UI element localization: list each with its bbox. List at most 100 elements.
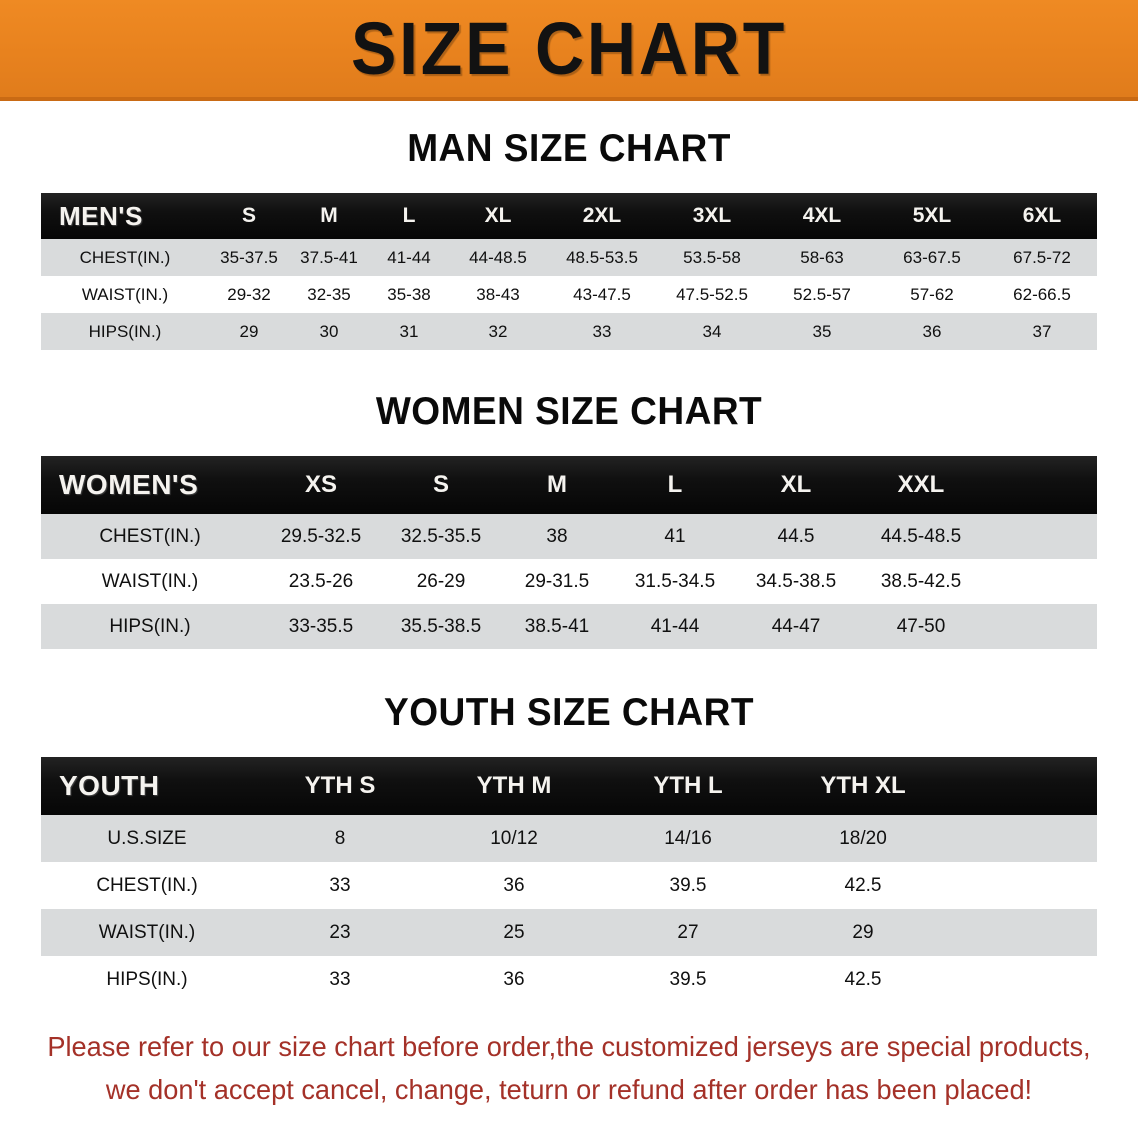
table-row: WAIST(IN.) 23.5-26 26-29 29-31.5 31.5-34…	[41, 559, 1097, 604]
table-cell: 41-44	[615, 604, 735, 649]
table-cell: 38-43	[449, 276, 547, 313]
man-col-header-s: S	[209, 193, 289, 239]
table-cell: 25	[427, 909, 601, 956]
table-cell: 33	[547, 313, 657, 350]
table-cell: 44.5	[735, 514, 857, 559]
table-cell	[985, 604, 1097, 649]
table-row: HIPS(IN.) 33 36 39.5 42.5	[41, 956, 1097, 1003]
women-header-row: WOMEN'S XS S M L XL XXL	[41, 456, 1097, 514]
table-cell: 29	[775, 909, 951, 956]
table-cell: 35	[767, 313, 877, 350]
table-cell: 43-47.5	[547, 276, 657, 313]
women-section-title: WOMEN SIZE CHART	[375, 390, 763, 433]
table-row: CHEST(IN.) 35-37.5 37.5-41 41-44 44-48.5…	[41, 239, 1097, 276]
table-cell: 37	[987, 313, 1097, 350]
table-cell: 31.5-34.5	[615, 559, 735, 604]
table-cell: 32.5-35.5	[383, 514, 499, 559]
table-cell: 30	[289, 313, 369, 350]
table-row: WAIST(IN.) 23 25 27 29	[41, 909, 1097, 956]
youth-row-label-hips: HIPS(IN.)	[41, 956, 253, 1003]
table-cell: 32-35	[289, 276, 369, 313]
table-row: U.S.SIZE 8 10/12 14/16 18/20	[41, 815, 1097, 862]
man-row-label-waist: WAIST(IN.)	[41, 276, 209, 313]
table-cell: 48.5-53.5	[547, 239, 657, 276]
man-col-header-xl: XL	[449, 193, 547, 239]
table-cell: 58-63	[767, 239, 877, 276]
youth-col-header-yth-m: YTH M	[427, 757, 601, 815]
women-col-header-m: M	[499, 456, 615, 514]
table-cell: 23	[253, 909, 427, 956]
table-cell: 38	[499, 514, 615, 559]
table-cell: 38.5-42.5	[857, 559, 985, 604]
table-row: WAIST(IN.) 29-32 32-35 35-38 38-43 43-47…	[41, 276, 1097, 313]
man-col-header-5xl: 5XL	[877, 193, 987, 239]
table-cell: 36	[877, 313, 987, 350]
table-cell: 29.5-32.5	[259, 514, 383, 559]
women-size-table-wrapper: WOMEN'S XS S M L XL XXL CHEST(IN.) 29.5-…	[41, 456, 1097, 649]
table-cell: 33-35.5	[259, 604, 383, 649]
table-cell: 32	[449, 313, 547, 350]
table-cell: 35-37.5	[209, 239, 289, 276]
table-cell: 44-48.5	[449, 239, 547, 276]
man-col-header-2xl: 2XL	[547, 193, 657, 239]
man-section-title: MAN SIZE CHART	[407, 127, 731, 170]
table-cell	[951, 862, 1097, 909]
table-cell	[951, 909, 1097, 956]
women-col-header-s: S	[383, 456, 499, 514]
women-row-label-hips: HIPS(IN.)	[41, 604, 259, 649]
table-cell: 53.5-58	[657, 239, 767, 276]
women-col-header-l: L	[615, 456, 735, 514]
table-cell	[951, 815, 1097, 862]
table-cell: 39.5	[601, 956, 775, 1003]
women-size-table: WOMEN'S XS S M L XL XXL CHEST(IN.) 29.5-…	[41, 456, 1097, 649]
youth-section-title: YOUTH SIZE CHART	[384, 691, 754, 734]
table-cell: 62-66.5	[987, 276, 1097, 313]
table-cell: 23.5-26	[259, 559, 383, 604]
page-title: SIZE CHART	[350, 6, 788, 90]
youth-row-label-us-size: U.S.SIZE	[41, 815, 253, 862]
table-cell	[951, 956, 1097, 1003]
man-row-label-hips: HIPS(IN.)	[41, 313, 209, 350]
table-cell: 63-67.5	[877, 239, 987, 276]
return-policy-disclaimer: Please refer to our size chart before or…	[36, 1025, 1103, 1112]
women-row-label-chest: CHEST(IN.)	[41, 514, 259, 559]
youth-col-header-empty	[951, 757, 1097, 815]
table-cell: 29-31.5	[499, 559, 615, 604]
youth-corner-label: YOUTH	[41, 757, 253, 815]
women-col-header-empty	[985, 456, 1097, 514]
table-cell: 34	[657, 313, 767, 350]
man-header-row: MEN'S S M L XL 2XL 3XL 4XL 5XL 6XL	[41, 193, 1097, 239]
table-cell: 35-38	[369, 276, 449, 313]
table-cell: 27	[601, 909, 775, 956]
table-cell: 38.5-41	[499, 604, 615, 649]
table-row: CHEST(IN.) 33 36 39.5 42.5	[41, 862, 1097, 909]
man-col-header-l: L	[369, 193, 449, 239]
disclaimer-line-1: Please refer to our size chart before or…	[47, 1031, 1091, 1062]
table-cell: 37.5-41	[289, 239, 369, 276]
women-col-header-xxl: XXL	[857, 456, 985, 514]
man-col-header-3xl: 3XL	[657, 193, 767, 239]
table-cell: 57-62	[877, 276, 987, 313]
table-cell: 10/12	[427, 815, 601, 862]
man-col-header-6xl: 6XL	[987, 193, 1097, 239]
table-cell: 29	[209, 313, 289, 350]
women-row-label-waist: WAIST(IN.)	[41, 559, 259, 604]
youth-size-table: YOUTH YTH S YTH M YTH L YTH XL U.S.SIZE …	[41, 757, 1097, 1003]
table-row: HIPS(IN.) 29 30 31 32 33 34 35 36 37	[41, 313, 1097, 350]
man-col-header-4xl: 4XL	[767, 193, 877, 239]
man-corner-label: MEN'S	[41, 193, 209, 239]
youth-size-table-wrapper: YOUTH YTH S YTH M YTH L YTH XL U.S.SIZE …	[41, 757, 1097, 1003]
table-cell: 18/20	[775, 815, 951, 862]
table-cell: 42.5	[775, 956, 951, 1003]
table-row: CHEST(IN.) 29.5-32.5 32.5-35.5 38 41 44.…	[41, 514, 1097, 559]
table-cell: 33	[253, 956, 427, 1003]
table-cell: 47.5-52.5	[657, 276, 767, 313]
table-cell: 14/16	[601, 815, 775, 862]
table-cell: 35.5-38.5	[383, 604, 499, 649]
man-size-table-wrapper: MEN'S S M L XL 2XL 3XL 4XL 5XL 6XL CHEST…	[41, 193, 1097, 350]
man-col-header-m: M	[289, 193, 369, 239]
table-cell: 34.5-38.5	[735, 559, 857, 604]
table-cell: 39.5	[601, 862, 775, 909]
man-row-label-chest: CHEST(IN.)	[41, 239, 209, 276]
table-cell: 36	[427, 956, 601, 1003]
